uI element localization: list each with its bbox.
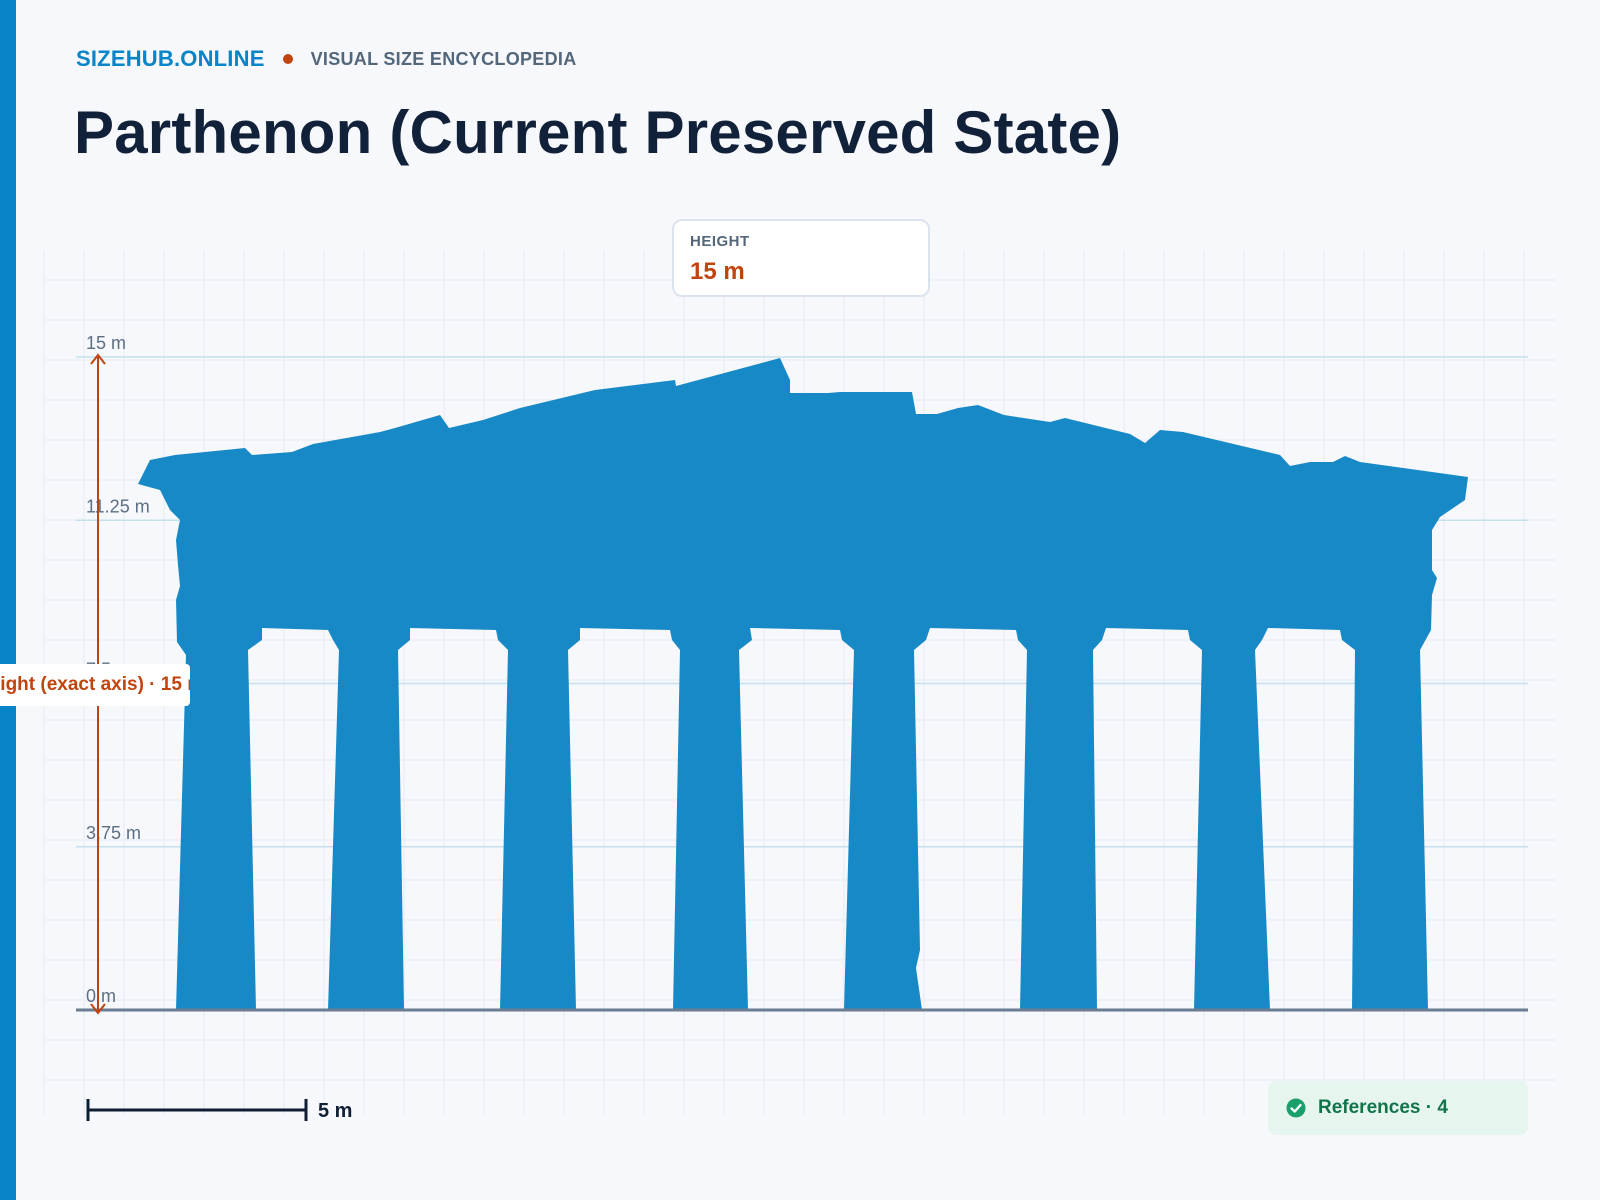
references-label: References · 4 — [1318, 1097, 1448, 1118]
background-grid — [43, 250, 1556, 1115]
site-tagline: VISUAL SIZE ENCYCLOPEDIA — [310, 48, 577, 69]
metric-label: HEIGHT — [690, 233, 750, 250]
axis-tick-label: 3.75 m — [86, 823, 141, 843]
parthenon-silhouette — [138, 358, 1468, 1010]
axis-tick-label: 0 m — [86, 986, 116, 1006]
accent-bar — [0, 0, 16, 1200]
site-header: SIZEHUB.ONLINE VISUAL SIZE ENCYCLOPEDIA — [76, 46, 577, 72]
axis-tick-label: 11.25 m — [86, 496, 150, 516]
height-callout: Height (exact axis) · 15 m — [0, 664, 190, 706]
check-circle-icon — [1286, 1098, 1306, 1118]
height-metric-card: HEIGHT 15 m — [672, 219, 930, 297]
brand-link[interactable]: SIZEHUB.ONLINE — [76, 46, 265, 71]
references-button[interactable]: References · 4 — [1268, 1081, 1528, 1135]
height-callout-text: Height (exact axis) · 15 m — [0, 674, 190, 695]
page-title: Parthenon (Current Preserved State) — [74, 99, 1122, 166]
separator-dot — [282, 54, 293, 64]
scale-bar — [86, 1099, 308, 1121]
metric-value: 15 m — [690, 258, 745, 285]
axis-tick-label: 15 m — [86, 333, 126, 353]
scale-bar-label: 5 m — [318, 1100, 353, 1122]
